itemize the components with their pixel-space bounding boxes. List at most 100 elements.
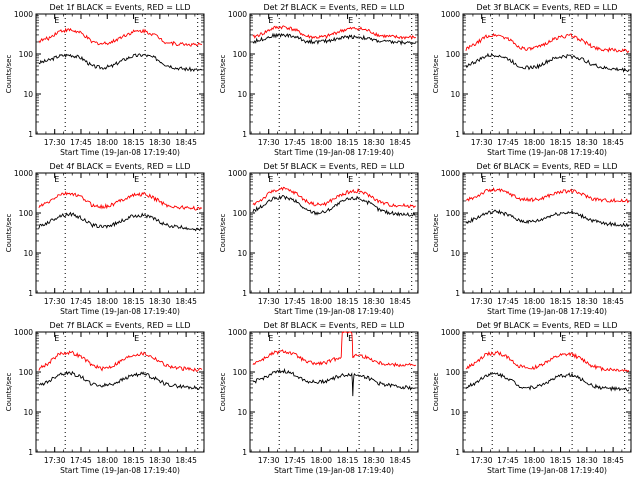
y-tick-label: 100: [19, 50, 34, 59]
x-tick-label: 18:30: [363, 138, 385, 147]
x-tick-label: 18:30: [149, 297, 171, 306]
y-tick-label: 100: [19, 368, 34, 377]
plot-frame: [249, 172, 419, 294]
x-tick-label: 18:15: [337, 138, 359, 147]
x-tick-label: 18:30: [363, 297, 385, 306]
series-line-lld: [38, 27, 203, 47]
series-line-events: [38, 211, 203, 232]
x-tick-label: 18:45: [602, 456, 624, 465]
x-axis-label: Start Time (19-Jan-08 17:19:40): [487, 148, 607, 157]
event-marker: E: [561, 16, 566, 25]
series-line-lld: [38, 190, 203, 211]
y-axis-label: Counts/sec: [5, 214, 13, 253]
series-line-events: [465, 52, 630, 73]
chart-panel-3: Det 3f BLACK = Events, RED = LLD 1 10 100 10…: [432, 3, 632, 157]
series-line-events: [252, 194, 417, 217]
y-tick-label: 10: [450, 249, 460, 258]
event-marker: E: [134, 16, 139, 25]
series-line-events: [465, 209, 630, 228]
x-axis-label: Start Time (19-Jan-08 17:19:40): [274, 307, 394, 316]
x-tick-label: 18:30: [576, 138, 598, 147]
x-tick-label: 18:45: [602, 297, 624, 306]
plot-frame: [249, 331, 419, 453]
x-axis-label: Start Time (19-Jan-08 17:19:40): [60, 466, 180, 475]
y-axis-label: Counts/sec: [5, 373, 13, 412]
x-tick-label: 18:00: [310, 456, 332, 465]
series-line-lld: [38, 350, 203, 372]
y-tick-label: 1000: [228, 10, 247, 19]
y-tick-label: 1: [28, 448, 33, 457]
x-tick-label: 18:00: [523, 297, 545, 306]
event-marker: E: [134, 334, 139, 343]
x-tick-label: 18:00: [96, 297, 118, 306]
series-line-lld: [465, 187, 630, 204]
x-tick-label: 18:45: [175, 138, 197, 147]
event-marker: E: [54, 16, 59, 25]
x-axis-label: Start Time (19-Jan-08 17:19:40): [487, 307, 607, 316]
x-tick-label: 17:45: [70, 456, 92, 465]
series-line-lld: [465, 350, 630, 373]
x-tick-label: 18:45: [175, 297, 197, 306]
x-axis-label: Start Time (19-Jan-08 17:19:40): [487, 466, 607, 475]
y-tick-label: 1: [242, 289, 247, 298]
x-tick-label: 18:15: [550, 297, 572, 306]
y-tick-label: 1: [455, 130, 460, 139]
y-tick-label: 100: [233, 50, 248, 59]
x-axis-label: Start Time (19-Jan-08 17:19:40): [274, 148, 394, 157]
x-tick-label: 17:30: [44, 138, 66, 147]
y-tick-label: 10: [450, 408, 460, 417]
event-marker: E: [134, 175, 139, 184]
x-tick-label: 18:15: [123, 138, 145, 147]
chart-panel-8: Det 8f BLACK = Events, RED = LLD 1 10 100 10…: [219, 321, 419, 475]
x-tick-label: 17:30: [44, 297, 66, 306]
y-tick-label: 1: [242, 448, 247, 457]
x-tick-label: 18:15: [550, 138, 572, 147]
x-tick-label: 18:00: [96, 138, 118, 147]
series-line-lld: [252, 25, 417, 40]
y-axis-label: Counts/sec: [432, 55, 440, 94]
x-tick-label: 17:30: [258, 138, 280, 147]
y-tick-label: 1000: [228, 169, 247, 178]
x-tick-label: 17:45: [284, 297, 306, 306]
chart-title: Det 3f BLACK = Events, RED = LLD: [476, 3, 617, 12]
y-tick-label: 1: [455, 448, 460, 457]
y-tick-label: 1000: [441, 169, 460, 178]
x-tick-label: 17:30: [44, 456, 66, 465]
chart-title: Det 1f BLACK = Events, RED = LLD: [49, 3, 190, 12]
x-tick-label: 17:45: [284, 456, 306, 465]
event-marker: E: [268, 175, 273, 184]
plot-frame: [35, 172, 205, 294]
y-tick-label: 1: [242, 130, 247, 139]
x-tick-label: 18:45: [175, 456, 197, 465]
chart-title: Det 5f BLACK = Events, RED = LLD: [263, 162, 404, 171]
x-tick-label: 18:45: [602, 138, 624, 147]
x-tick-label: 17:45: [70, 297, 92, 306]
y-tick-label: 100: [233, 209, 248, 218]
x-tick-label: 17:30: [471, 456, 493, 465]
chart-panel-9: Det 9f BLACK = Events, RED = LLD 1 10 100 10…: [432, 321, 632, 475]
x-tick-label: 17:30: [471, 297, 493, 306]
y-tick-label: 10: [23, 90, 33, 99]
y-tick-label: 100: [446, 50, 461, 59]
x-tick-label: 17:45: [70, 138, 92, 147]
x-tick-label: 18:45: [389, 456, 411, 465]
y-tick-label: 1: [28, 130, 33, 139]
event-marker: E: [348, 175, 353, 184]
event-marker: E: [561, 175, 566, 184]
chart-panel-1: Det 1f BLACK = Events, RED = LLD 1 10 100 10…: [5, 3, 205, 157]
chart-title: Det 4f BLACK = Events, RED = LLD: [49, 162, 190, 171]
x-tick-label: 18:15: [337, 297, 359, 306]
x-tick-label: 18:00: [310, 138, 332, 147]
y-tick-label: 100: [19, 209, 34, 218]
chart-title: Det 2f BLACK = Events, RED = LLD: [263, 3, 404, 12]
x-tick-label: 17:45: [284, 138, 306, 147]
x-tick-label: 17:45: [497, 456, 519, 465]
x-tick-label: 18:15: [123, 297, 145, 306]
x-tick-label: 18:00: [310, 297, 332, 306]
y-axis-label: Counts/sec: [432, 214, 440, 253]
chart-title: Det 7f BLACK = Events, RED = LLD: [49, 321, 190, 330]
y-axis-label: Counts/sec: [219, 55, 227, 94]
x-tick-label: 18:30: [576, 456, 598, 465]
y-axis-label: Counts/sec: [5, 55, 13, 94]
